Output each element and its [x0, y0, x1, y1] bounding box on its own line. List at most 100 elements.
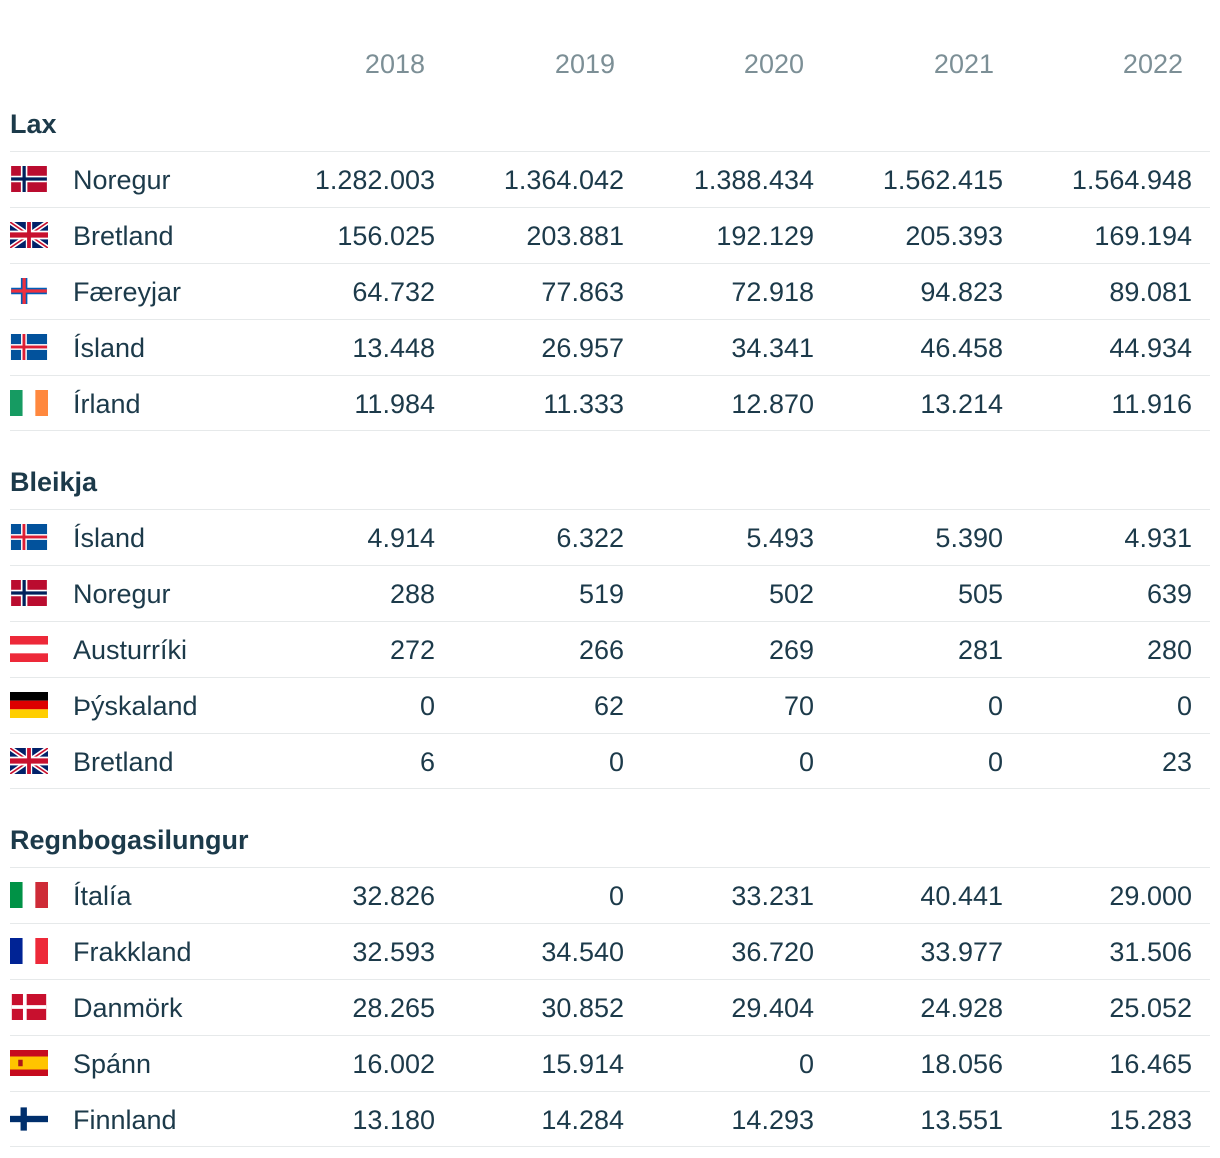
uk-flag-icon — [10, 222, 48, 248]
table-row: Austurríki 272 266 269 281 280 — [10, 621, 1210, 677]
value-cell-2022: 31.506 — [1109, 937, 1192, 967]
table-row: Ítalía 32.826 0 33.231 40.441 29.000 — [10, 867, 1210, 923]
table-row: Bretland 6 0 0 0 23 — [10, 733, 1210, 789]
year-header-2019: 2019 — [554, 49, 615, 79]
austria-flag-icon — [10, 636, 48, 662]
uk-flag-icon — [10, 748, 48, 774]
country-name: Ísland — [73, 333, 146, 363]
iceland-flag-icon — [10, 334, 48, 360]
value-cell-2019: 11.333 — [543, 389, 624, 419]
iceland-flag-icon — [10, 524, 48, 550]
value-cell-2021: 24.928 — [920, 993, 1003, 1023]
country-name: Austurríki — [73, 635, 188, 665]
value-cell-2018: 156.025 — [337, 221, 435, 251]
table-row: Noregur 288 519 502 505 639 — [10, 565, 1210, 621]
value-cell-2020: 0 — [798, 1049, 814, 1079]
value-cell-2020: 34.341 — [731, 333, 814, 363]
norway-flag-icon — [10, 166, 48, 192]
country-name: Bretland — [73, 747, 174, 777]
value-cell-2022: 639 — [1146, 579, 1192, 609]
value-cell-2022: 29.000 — [1109, 881, 1192, 911]
value-cell-2020: 192.129 — [716, 221, 814, 251]
value-cell-2021: 33.977 — [920, 937, 1003, 967]
table-row: Danmörk 28.265 30.852 29.404 24.928 25.052 — [10, 979, 1210, 1035]
value-cell-2020: 29.404 — [731, 993, 814, 1023]
finland-flag-icon — [10, 1106, 48, 1132]
country-name: Færeyjar — [73, 277, 182, 307]
table-row: Frakkland 32.593 34.540 36.720 33.977 31.506 — [10, 923, 1210, 979]
value-cell-2019: 1.364.042 — [503, 165, 624, 195]
table-row: Ísland 13.448 26.957 34.341 46.458 44.934 — [10, 319, 1210, 375]
value-cell-2021: 94.823 — [920, 277, 1003, 307]
country-name: Bretland — [73, 221, 174, 251]
germany-flag-icon — [10, 692, 48, 718]
norway-flag-icon — [10, 580, 48, 606]
value-cell-2019: 203.881 — [526, 221, 624, 251]
value-cell-2021: 0 — [987, 747, 1003, 777]
country-name: Frakkland — [73, 937, 192, 967]
value-cell-2018: 16.002 — [352, 1049, 435, 1079]
year-header-2020: 2020 — [743, 49, 804, 79]
value-cell-2019: 77.863 — [541, 277, 624, 307]
year-header-row: 2018 2019 2020 2021 2022 — [0, 44, 1220, 84]
value-cell-2021: 205.393 — [905, 221, 1003, 251]
country-name: Noregur — [73, 579, 171, 609]
value-cell-2019: 26.957 — [541, 333, 624, 363]
value-cell-2018: 288 — [389, 579, 435, 609]
value-cell-2020: 1.388.434 — [693, 165, 814, 195]
value-cell-2019: 6.322 — [556, 523, 624, 553]
value-cell-2021: 46.458 — [920, 333, 1003, 363]
table-row: Þýskaland 0 62 70 0 0 — [10, 677, 1210, 733]
table-row: Írland 11.984 11.333 12.870 13.214 11.916 — [10, 375, 1210, 431]
country-name: Þýskaland — [73, 691, 198, 721]
table-row: Bretland 156.025 203.881 192.129 205.393 169.… — [10, 207, 1210, 263]
spain-flag-icon — [10, 1050, 48, 1076]
value-cell-2018: 32.593 — [352, 937, 435, 967]
value-cell-2018: 0 — [419, 691, 435, 721]
faroe-flag-icon — [10, 278, 48, 304]
value-cell-2020: 36.720 — [731, 937, 814, 967]
value-cell-2021: 505 — [957, 579, 1003, 609]
italy-flag-icon — [10, 882, 48, 908]
value-cell-2021: 13.551 — [920, 1105, 1003, 1135]
value-cell-2021: 281 — [957, 635, 1003, 665]
value-cell-2018: 11.984 — [354, 389, 435, 419]
value-cell-2022: 23 — [1161, 747, 1192, 777]
value-cell-2019: 14.284 — [541, 1105, 624, 1135]
value-cell-2019: 0 — [608, 747, 624, 777]
value-cell-2022: 4.931 — [1124, 523, 1192, 553]
table-row: Finnland 13.180 14.284 14.293 13.551 15.283 — [10, 1091, 1210, 1147]
value-cell-2022: 0 — [1176, 691, 1192, 721]
value-cell-2021: 18.056 — [920, 1049, 1003, 1079]
year-header-2018: 2018 — [364, 49, 425, 79]
value-cell-2020: 0 — [798, 747, 814, 777]
value-cell-2019: 34.540 — [541, 937, 624, 967]
value-cell-2021: 1.562.415 — [882, 165, 1003, 195]
group-title-regnbogasilungur: Regnbogasilungur — [10, 825, 249, 855]
value-cell-2020: 269 — [768, 635, 814, 665]
country-name: Írland — [73, 389, 141, 419]
value-cell-2020: 72.918 — [731, 277, 814, 307]
value-cell-2018: 64.732 — [352, 277, 435, 307]
value-cell-2019: 15.914 — [541, 1049, 624, 1079]
value-cell-2021: 13.214 — [920, 389, 1003, 419]
country-name: Ítalía — [73, 881, 132, 911]
value-cell-2018: 32.826 — [352, 881, 435, 911]
value-cell-2018: 4.914 — [367, 523, 435, 553]
value-cell-2022: 44.934 — [1109, 333, 1192, 363]
value-cell-2020: 33.231 — [731, 881, 814, 911]
france-flag-icon — [10, 938, 48, 964]
country-name: Finnland — [73, 1105, 177, 1135]
value-cell-2019: 0 — [608, 881, 624, 911]
value-cell-2018: 28.265 — [352, 993, 435, 1023]
group-title-bleikja: Bleikja — [10, 467, 98, 497]
value-cell-2022: 16.465 — [1109, 1049, 1192, 1079]
value-cell-2020: 12.870 — [731, 389, 814, 419]
value-cell-2018: 1.282.003 — [314, 165, 435, 195]
value-cell-2022: 1.564.948 — [1071, 165, 1192, 195]
value-cell-2018: 13.448 — [352, 333, 435, 363]
table-row: Spánn 16.002 15.914 0 18.056 16.465 — [10, 1035, 1210, 1091]
value-cell-2021: 40.441 — [920, 881, 1003, 911]
table-row: Ísland 4.914 6.322 5.493 5.390 4.931 — [10, 509, 1210, 565]
value-cell-2022: 280 — [1146, 635, 1192, 665]
